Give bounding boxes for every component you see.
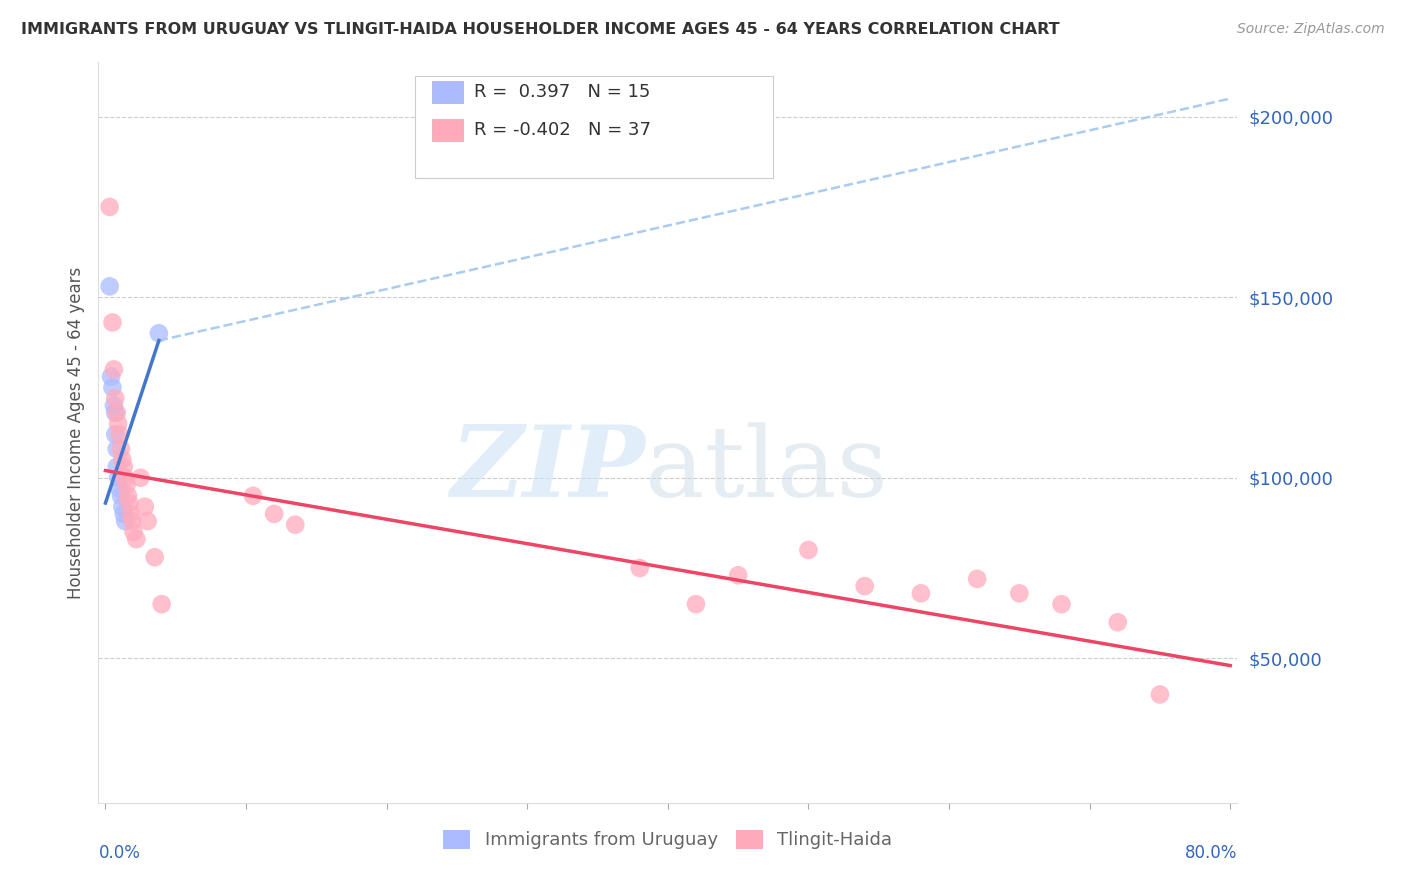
Point xyxy=(242,489,264,503)
Point xyxy=(129,471,152,485)
Point xyxy=(134,500,156,514)
Point xyxy=(108,427,131,442)
Point xyxy=(1149,688,1171,702)
Point xyxy=(114,471,136,485)
Point xyxy=(136,514,159,528)
Point xyxy=(727,568,749,582)
Point xyxy=(685,597,707,611)
Point xyxy=(628,561,651,575)
Point xyxy=(104,392,127,406)
Point xyxy=(105,406,128,420)
Point xyxy=(101,316,124,330)
Y-axis label: Householder Income Ages 45 - 64 years: Householder Income Ages 45 - 64 years xyxy=(66,267,84,599)
Point xyxy=(107,417,129,431)
Point xyxy=(103,362,125,376)
Point xyxy=(117,489,139,503)
Text: R = -0.402   N = 37: R = -0.402 N = 37 xyxy=(474,121,651,139)
Point xyxy=(101,380,124,394)
Point xyxy=(114,514,136,528)
Point xyxy=(120,507,142,521)
Point xyxy=(104,406,127,420)
Point xyxy=(104,427,127,442)
Point xyxy=(110,489,132,503)
Point xyxy=(121,514,143,528)
Point xyxy=(105,442,128,456)
Text: R =  0.397   N = 15: R = 0.397 N = 15 xyxy=(474,83,650,101)
Point xyxy=(125,532,148,546)
Text: ZIP: ZIP xyxy=(450,421,645,518)
Point xyxy=(148,326,170,341)
Text: IMMIGRANTS FROM URUGUAY VS TLINGIT-HAIDA HOUSEHOLDER INCOME AGES 45 - 64 YEARS C: IMMIGRANTS FROM URUGUAY VS TLINGIT-HAIDA… xyxy=(21,22,1060,37)
Text: 80.0%: 80.0% xyxy=(1185,844,1237,862)
Point xyxy=(103,399,125,413)
Point xyxy=(115,478,138,492)
Point xyxy=(910,586,932,600)
Point xyxy=(1008,586,1031,600)
Point xyxy=(1107,615,1129,630)
Point xyxy=(263,507,285,521)
Legend: Immigrants from Uruguay, Tlingit-Haida: Immigrants from Uruguay, Tlingit-Haida xyxy=(436,823,900,856)
Point xyxy=(143,550,166,565)
Point xyxy=(853,579,876,593)
Point xyxy=(100,369,122,384)
Point xyxy=(122,524,145,539)
Point xyxy=(98,200,121,214)
Point xyxy=(112,507,135,521)
Point xyxy=(107,471,129,485)
Point xyxy=(284,517,307,532)
Point xyxy=(1050,597,1073,611)
Point xyxy=(105,459,128,474)
Point xyxy=(110,442,132,456)
Point xyxy=(966,572,988,586)
Point xyxy=(150,597,173,611)
Point xyxy=(111,500,134,514)
Point xyxy=(108,482,131,496)
Point xyxy=(111,452,134,467)
Point xyxy=(118,496,141,510)
Point xyxy=(98,279,121,293)
Text: Source: ZipAtlas.com: Source: ZipAtlas.com xyxy=(1237,22,1385,37)
Text: 0.0%: 0.0% xyxy=(98,844,141,862)
Point xyxy=(112,459,135,474)
Text: atlas: atlas xyxy=(645,422,887,517)
Point xyxy=(797,543,820,558)
